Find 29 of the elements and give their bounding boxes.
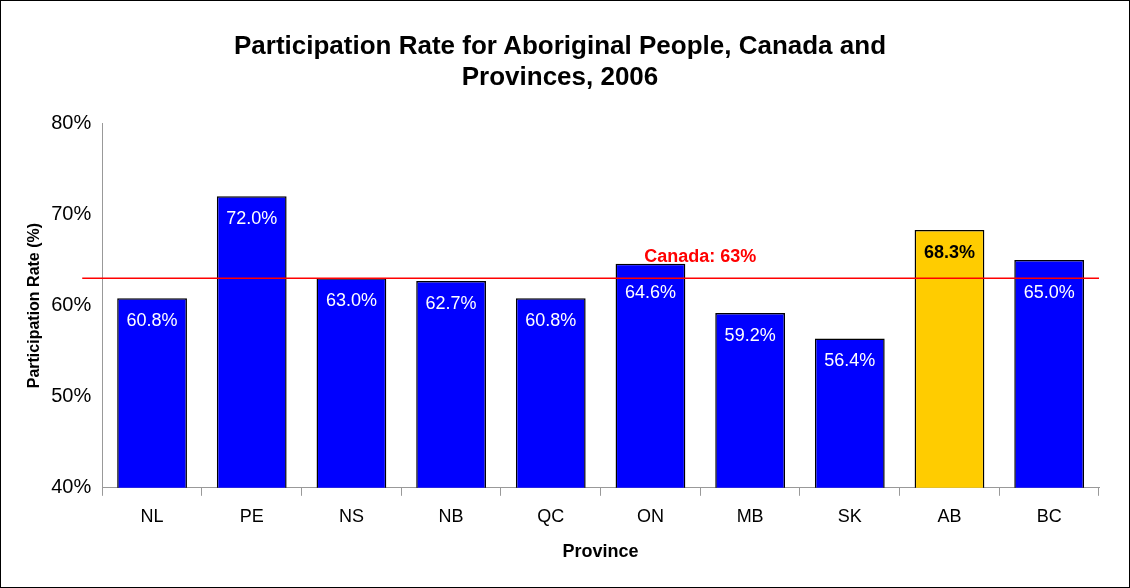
data-label: 59.2% (724, 324, 776, 345)
x-tick-label: NS (338, 505, 364, 526)
y-tick-label: 80% (51, 110, 92, 133)
x-tick-label: AB (937, 505, 962, 526)
data-label: 65.0% (1023, 282, 1075, 303)
data-label: 60.8% (126, 310, 178, 331)
data-label: 63.0% (325, 290, 377, 311)
x-tick-label: MB (736, 505, 764, 526)
data-label: 68.3% (923, 241, 976, 262)
x-tick-label: QC (537, 505, 565, 526)
x-tick-label: PE (239, 505, 264, 526)
x-axis-title: Province (562, 541, 639, 562)
data-label: 72.0% (226, 208, 278, 229)
x-tick-label: ON (636, 505, 664, 526)
y-tick-label: 50% (51, 384, 92, 407)
y-axis-title: Participation Rate (%) (25, 222, 43, 389)
x-tick-label: NL (140, 505, 164, 526)
data-label: 62.7% (425, 292, 477, 313)
data-label: 60.8% (525, 310, 577, 331)
x-tick-label: SK (837, 505, 862, 526)
data-label: 64.6% (624, 282, 676, 303)
y-tick-label: 70% (51, 202, 92, 225)
x-tick-label: NB (438, 505, 464, 526)
chart-title: Participation Rate for Aboriginal People, Canada and Provinces, 2006 (233, 29, 887, 91)
x-tick-label: BC (1036, 505, 1062, 526)
ref-line-label: Canada: 63% (644, 246, 757, 267)
y-tick-label: 60% (51, 293, 92, 316)
data-label: 56.4% (824, 350, 876, 371)
y-tick-label: 40% (51, 475, 92, 498)
